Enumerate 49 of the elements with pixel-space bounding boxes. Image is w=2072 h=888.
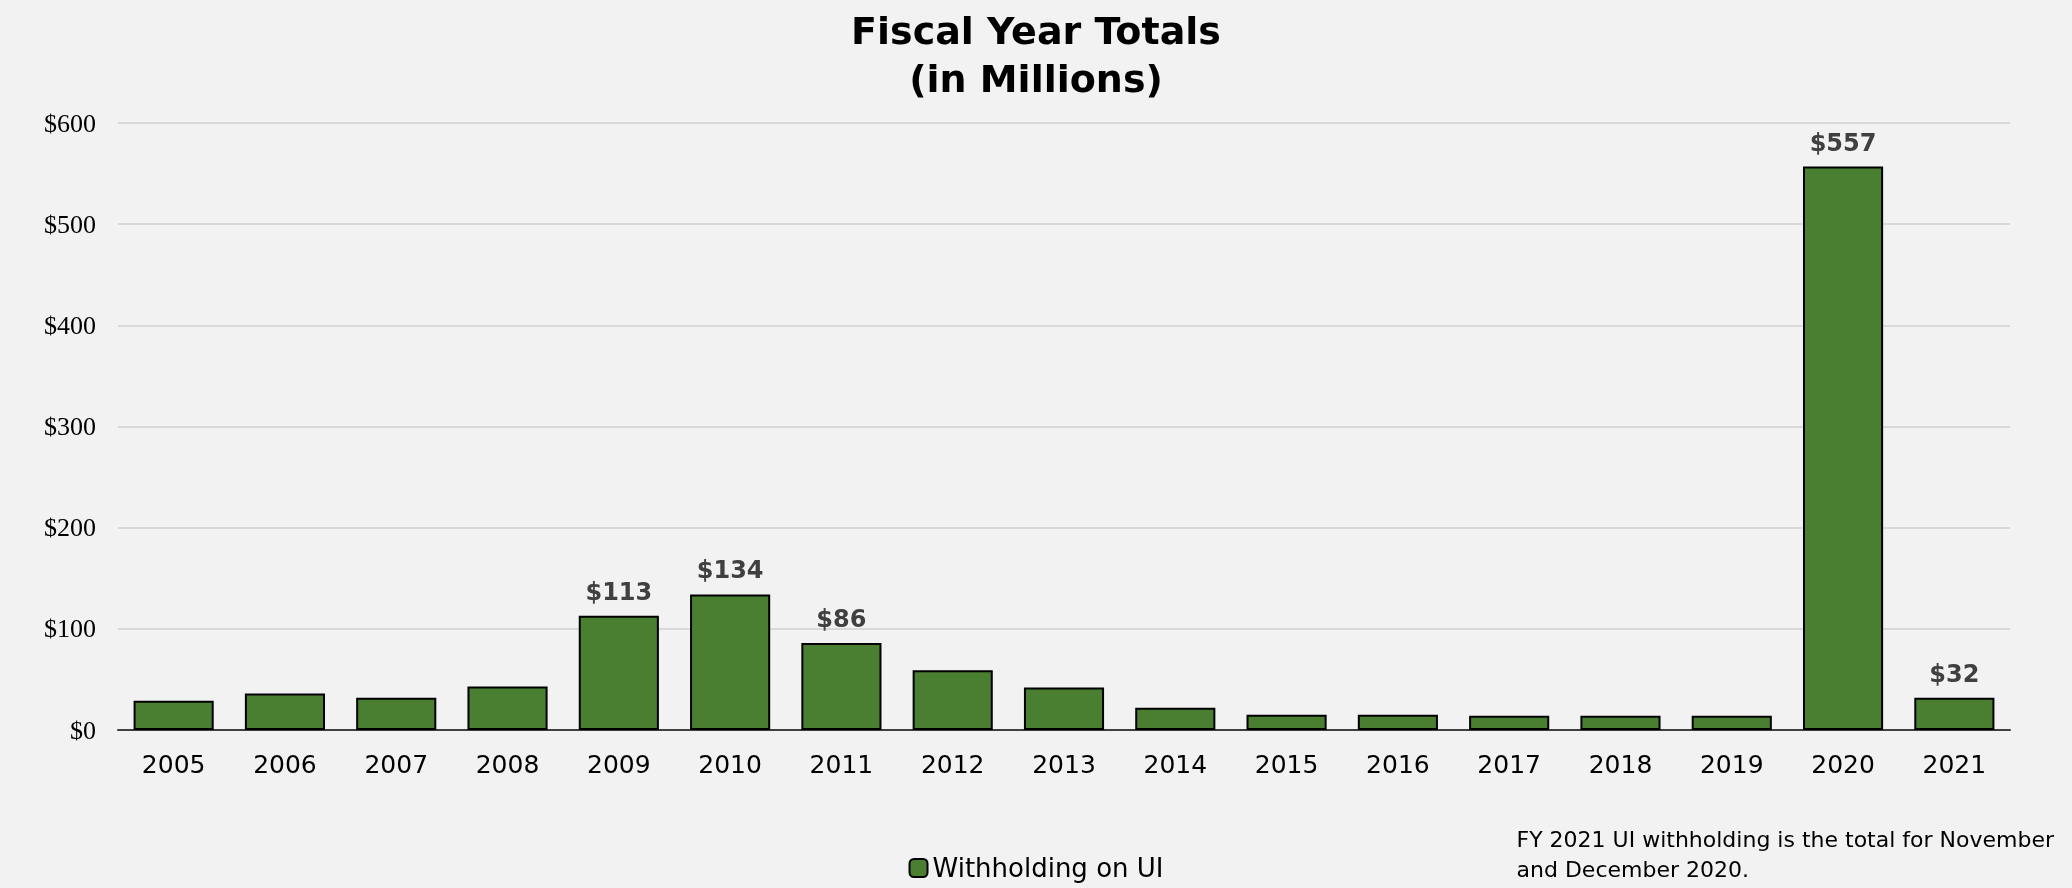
x-tick-label: 2015: [1254, 750, 1319, 779]
x-tick-label: 2011: [809, 750, 874, 779]
x-tick-label: 2009: [587, 750, 651, 779]
bar: [1135, 707, 1216, 730]
x-tick-label: 2013: [1032, 750, 1096, 779]
x-tick-label: 2008: [475, 750, 540, 779]
bar: [1023, 687, 1105, 730]
bar: [1914, 697, 1995, 730]
y-tick-label: $0: [70, 715, 96, 745]
legend-label: Withholding on UI: [932, 853, 1164, 883]
text: FY 2021 UI withholding is the total for November and December 2020.: [1516, 826, 2055, 882]
bar: [1246, 714, 1327, 730]
x-tick-label: 2014: [1143, 750, 1208, 779]
bar: [578, 615, 659, 730]
bar: [1469, 715, 1550, 730]
y-tick-label: $600: [44, 108, 96, 138]
bar: [1580, 715, 1661, 730]
x-tick-label: 2010: [698, 750, 762, 779]
bar: [690, 594, 771, 730]
data-label: $134: [696, 556, 764, 585]
x-tick-label: 2018: [1588, 750, 1653, 779]
x-tick-label: 2005: [141, 750, 206, 779]
x-tick-label: 2021: [1922, 750, 1987, 779]
data-label: $32: [1929, 659, 1980, 688]
y-tick-label: $300: [44, 412, 96, 441]
x-tick-label: 2016: [1366, 750, 1430, 779]
y-tick-label: $100: [44, 614, 96, 644]
bar: [912, 670, 993, 730]
bar: [1802, 166, 1884, 730]
y-tick-label: $200: [44, 513, 96, 543]
x-tick-label: 2012: [920, 750, 985, 779]
chart-title: Fiscal Year Totals (in Millions): [851, 9, 1221, 101]
bar: [133, 700, 214, 730]
data-label: $557: [1809, 128, 1877, 157]
bar: [801, 643, 882, 730]
x-tick-label: 2006: [253, 750, 317, 779]
bar: [244, 693, 326, 730]
x-tick-label: 2007: [364, 750, 429, 779]
y-tick-label: $500: [44, 209, 96, 239]
y-tick-label: $400: [44, 310, 96, 340]
bar: [467, 686, 548, 730]
bar: [1691, 715, 1772, 730]
x-tick-label: 2020: [1811, 750, 1875, 779]
bar: [1357, 714, 1438, 730]
bar: [356, 697, 437, 730]
x-tick-label: 2019: [1699, 750, 1764, 779]
data-label: $113: [585, 577, 653, 606]
data-label: $86: [816, 605, 867, 633]
x-tick-label: 2017: [1477, 750, 1541, 779]
